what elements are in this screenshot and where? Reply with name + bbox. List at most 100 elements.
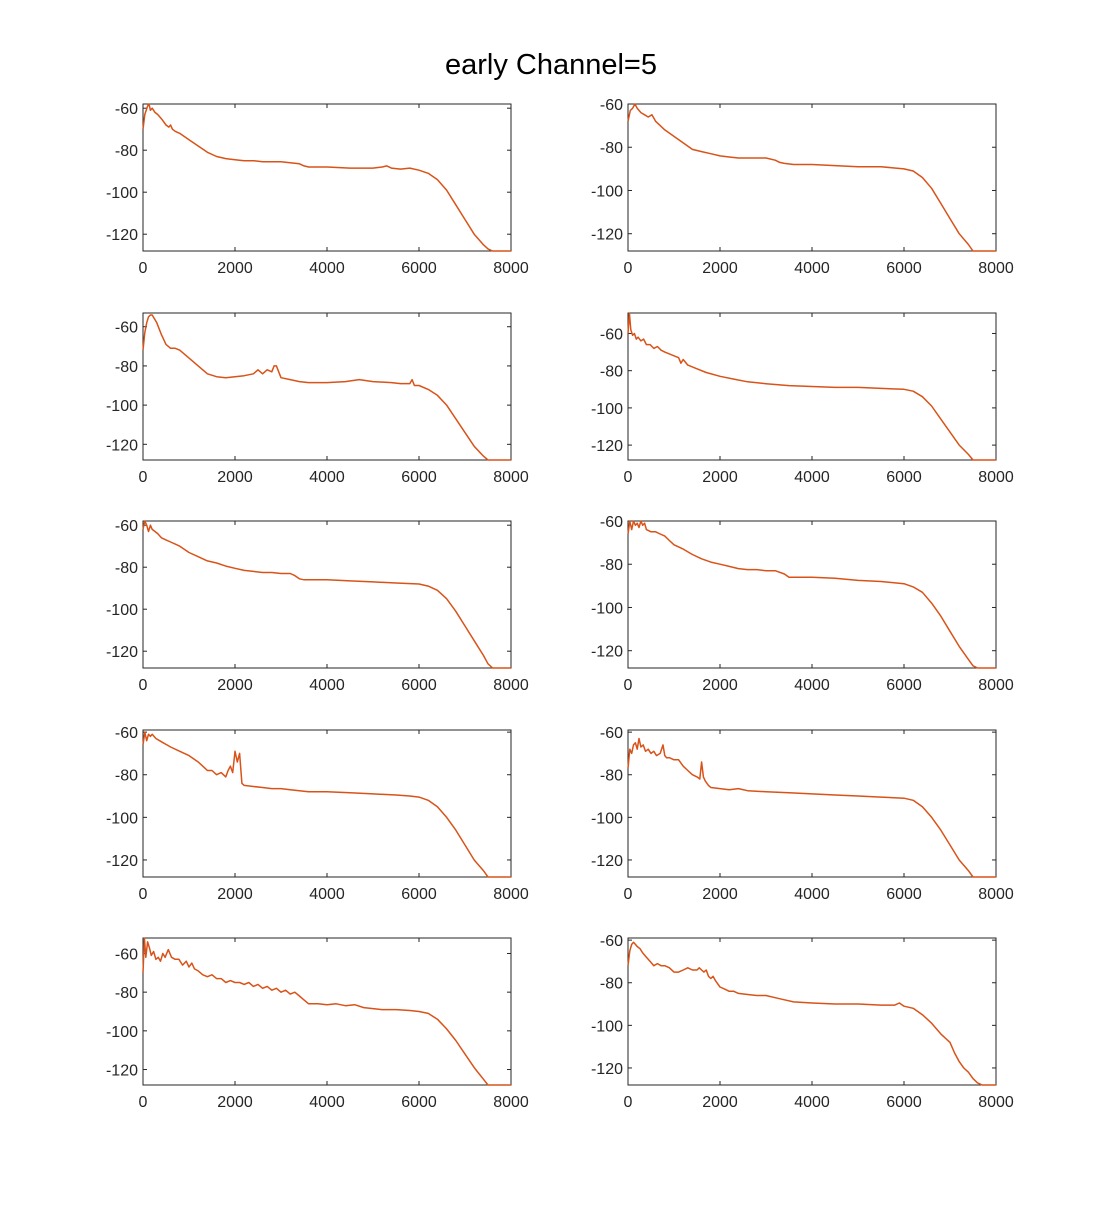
x-tick-label: 8000 [978, 886, 1014, 903]
series-line [627, 737, 996, 878]
axes-box [142, 312, 512, 461]
x-tick-label: 6000 [886, 260, 922, 277]
y-tick-label: -60 [600, 97, 623, 114]
x-tick-label: 4000 [794, 886, 830, 903]
x-tick-label: 0 [139, 1094, 148, 1111]
x-tick-label: 4000 [794, 469, 830, 486]
axes-box [627, 937, 997, 1086]
subplot-6: 0 2000 4000 6000 8000 -60 -80 -100 -120 [591, 514, 1014, 694]
axes-box [627, 520, 997, 669]
x-tick-label: 4000 [309, 260, 345, 277]
x-tick-label: 8000 [978, 677, 1014, 694]
x-tick-label: 8000 [493, 469, 529, 486]
y-tick-label: -100 [106, 185, 138, 202]
x-tick-label: 6000 [401, 886, 437, 903]
x-tick-label: 4000 [309, 1094, 345, 1111]
y-tick-label: -80 [115, 768, 138, 785]
series-line [142, 520, 511, 669]
subplot-10: 0 2000 4000 6000 8000 -60 -80 -100 -120 [591, 933, 1014, 1111]
axes-box [142, 103, 512, 252]
y-tick-label: -60 [600, 514, 623, 531]
y-tick-label: -60 [600, 326, 623, 343]
x-tick-label: 4000 [309, 886, 345, 903]
x-tick-label: 2000 [702, 469, 738, 486]
x-tick-label: 2000 [217, 886, 253, 903]
x-tick-label: 8000 [493, 1094, 529, 1111]
x-tick-label: 2000 [702, 677, 738, 694]
y-tick-label: -60 [115, 518, 138, 535]
x-tick-label: 6000 [401, 677, 437, 694]
series-line [142, 937, 511, 1086]
y-tick-label: -100 [106, 602, 138, 619]
y-tick-label: -100 [106, 398, 138, 415]
y-tick-label: -120 [106, 437, 138, 454]
y-tick-label: -100 [591, 183, 623, 200]
x-tick-label: 4000 [794, 1094, 830, 1111]
x-tick-label: 2000 [217, 260, 253, 277]
x-tick-label: 2000 [702, 260, 738, 277]
x-tick-label: 4000 [309, 677, 345, 694]
x-tick-label: 0 [624, 677, 633, 694]
x-tick-label: 0 [139, 677, 148, 694]
y-tick-label: -100 [591, 600, 623, 617]
x-tick-label: 0 [624, 469, 633, 486]
x-tick-label: 6000 [401, 1094, 437, 1111]
subplot-7: 0 2000 4000 6000 8000 -60 -80 -100 -120 [106, 725, 529, 903]
y-tick-label: -120 [591, 227, 623, 244]
y-tick-label: -100 [106, 1024, 138, 1041]
y-tick-label: -60 [115, 101, 138, 118]
x-tick-label: 4000 [794, 677, 830, 694]
x-tick-label: 6000 [401, 469, 437, 486]
subplot-1: 0 2000 4000 6000 8000 -60 -80 -100 -120 [106, 101, 529, 277]
x-tick-label: 0 [139, 260, 148, 277]
y-tick-label: -120 [106, 227, 138, 244]
y-tick-label: -100 [591, 810, 623, 827]
figure-title: early Channel=5 [445, 49, 657, 81]
x-tick-label: 4000 [309, 469, 345, 486]
x-tick-label: 8000 [978, 260, 1014, 277]
y-tick-label: -120 [591, 853, 623, 870]
x-tick-label: 2000 [702, 886, 738, 903]
y-tick-label: -80 [600, 140, 623, 157]
x-tick-label: 6000 [401, 260, 437, 277]
x-tick-label: 2000 [217, 677, 253, 694]
x-tick-label: 0 [624, 260, 633, 277]
subplot-9: 0 2000 4000 6000 8000 -60 -80 -100 -120 [106, 937, 529, 1111]
x-tick-label: 4000 [794, 260, 830, 277]
x-tick-label: 6000 [886, 469, 922, 486]
x-tick-label: 8000 [978, 469, 1014, 486]
subplot-8: 0 2000 4000 6000 8000 -60 -80 -100 -120 [591, 725, 1014, 903]
y-tick-label: -60 [600, 725, 623, 742]
subplot-2: 0 2000 4000 6000 8000 -60 -80 -100 -120 [591, 97, 1014, 277]
x-tick-label: 8000 [978, 1094, 1014, 1111]
y-tick-label: -120 [106, 853, 138, 870]
series-line [142, 103, 511, 252]
x-tick-label: 8000 [493, 886, 529, 903]
subplot-5: 0 2000 4000 6000 8000 -60 -80 -100 -120 [106, 518, 529, 694]
y-tick-label: -60 [115, 725, 138, 742]
y-tick-label: -80 [115, 359, 138, 376]
y-tick-label: -80 [115, 985, 138, 1002]
y-tick-label: -80 [600, 768, 623, 785]
y-tick-label: -120 [591, 644, 623, 661]
y-tick-label: -120 [106, 1063, 138, 1080]
x-tick-label: 0 [624, 886, 633, 903]
y-tick-label: -120 [591, 1061, 623, 1078]
subplot-4: 0 2000 4000 6000 8000 -60 -80 -100 -120 [591, 312, 1014, 486]
y-tick-label: -60 [600, 933, 623, 950]
y-tick-label: -120 [591, 438, 623, 455]
axes-box [142, 520, 512, 669]
y-tick-label: -80 [600, 557, 623, 574]
series-line [627, 103, 996, 252]
x-tick-label: 8000 [493, 260, 529, 277]
series-line [142, 314, 511, 461]
y-tick-label: -100 [591, 1018, 623, 1035]
x-tick-label: 8000 [493, 677, 529, 694]
axes-box [142, 729, 512, 878]
series-line [627, 520, 996, 669]
series-line [142, 731, 511, 878]
y-tick-label: -100 [106, 810, 138, 827]
y-tick-label: -100 [591, 401, 623, 418]
